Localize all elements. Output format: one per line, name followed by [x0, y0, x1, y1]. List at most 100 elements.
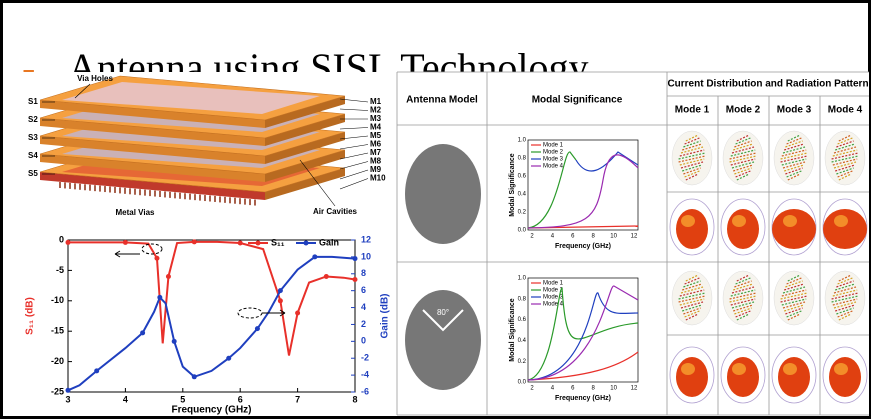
x-tick-label: 7: [295, 394, 300, 404]
mini-y-tick: 0.6: [518, 317, 527, 323]
pattern-highlight: [834, 215, 848, 227]
pattern-highlight: [681, 215, 695, 227]
current-arrow: [838, 274, 852, 282]
mode-header: Mode 4: [828, 105, 863, 116]
group-header: Current Distribution and Radiation Patte…: [667, 79, 868, 90]
pattern-ring: [771, 198, 817, 256]
column-header: Antenna Model: [406, 95, 478, 106]
current-outline: [722, 130, 764, 186]
mini-legend-label: Mode 2: [543, 288, 564, 294]
current-arrow: [786, 137, 802, 145]
current-arrow: [683, 140, 701, 148]
x-tick-label: 4: [123, 394, 128, 404]
point: [312, 254, 318, 260]
current-arrow: [787, 313, 801, 321]
y2-tick-label: 6: [361, 285, 366, 295]
current-arrow: [736, 134, 750, 142]
current-arrow: [685, 134, 699, 142]
mini-x-tick: 12: [631, 386, 638, 392]
mini-x-tick: 8: [592, 386, 596, 392]
pattern-lobe: [676, 357, 708, 397]
current-arrow: [781, 298, 807, 306]
current-arrow: [780, 292, 808, 300]
pattern-highlight: [834, 363, 848, 375]
current-arrow: [680, 161, 704, 169]
pattern-lobe: [829, 357, 861, 397]
current-arrow: [787, 274, 801, 282]
current-arrow: [782, 286, 806, 294]
point: [154, 255, 160, 261]
current-arrow: [683, 307, 701, 315]
pattern-highlight: [783, 363, 797, 375]
current-arrow: [730, 149, 756, 157]
mini-x-tick: 2: [530, 234, 534, 240]
pattern-highlight: [732, 215, 746, 227]
current-arrow: [735, 310, 751, 318]
leader: [339, 144, 369, 150]
pattern-lobe: [823, 209, 867, 249]
pattern-lobe: [772, 209, 816, 249]
y2-axis-label: Gain (dB): [380, 294, 391, 339]
layer-side: [265, 132, 345, 164]
metal-label: M4: [370, 123, 382, 132]
current-arrow: [837, 310, 853, 318]
current-arrow: [837, 277, 853, 285]
current-arrow: [683, 167, 701, 175]
mini-x-tick: 10: [610, 234, 617, 240]
leader: [339, 169, 369, 180]
y2-tick-label: -4: [361, 369, 369, 379]
pattern-ring: [822, 198, 868, 256]
layer-side: [265, 168, 345, 200]
current-arrow: [735, 277, 751, 285]
mini-y-tick: 0.8: [518, 296, 527, 302]
current-arrow: [734, 140, 752, 148]
current-arrow: [833, 161, 857, 169]
point: [226, 355, 232, 361]
layer-front: [40, 136, 265, 164]
leader: [339, 98, 369, 103]
current-arrow: [836, 280, 854, 288]
current-arrow: [836, 167, 854, 175]
metal-label: M3: [370, 114, 382, 123]
current-arrow: [785, 307, 803, 315]
current-arrow: [785, 140, 803, 148]
current-arrow: [684, 170, 700, 178]
point: [191, 374, 197, 380]
mode-header: Mode 1: [675, 105, 710, 116]
angle-label: 80°: [437, 308, 449, 317]
mini-x-tick: 12: [631, 234, 638, 240]
metal-label: M7: [370, 148, 382, 157]
mini-x-tick: 10: [610, 386, 617, 392]
current-arrow: [780, 295, 808, 303]
leader: [339, 161, 369, 170]
point: [323, 273, 329, 279]
current-arrow: [678, 292, 706, 300]
y2-tick-label: 10: [361, 251, 371, 261]
x-tick-label: 8: [352, 394, 357, 404]
leader: [74, 83, 91, 99]
metal-label: M1: [370, 97, 382, 106]
legend-marker: [255, 240, 261, 246]
current-arrow: [679, 289, 705, 297]
current-arrow: [735, 170, 751, 178]
mini-x-tick: 2: [530, 386, 534, 392]
mini-curve: [575, 151, 639, 172]
current-arrow: [735, 137, 751, 145]
current-arrow: [678, 152, 706, 160]
current-arrow: [831, 152, 859, 160]
current-arrow: [730, 158, 756, 166]
current-arrow: [680, 146, 704, 154]
y-tick-label: -15: [51, 326, 64, 336]
pattern-lobe: [778, 357, 810, 397]
y2-tick-label: -6: [361, 386, 369, 396]
metal-label: M10: [370, 174, 386, 183]
current-arrow: [833, 301, 857, 309]
current-arrow: [731, 286, 755, 294]
x-axis-label: Frequency (GHz): [171, 405, 251, 416]
metal-label: M2: [370, 106, 382, 115]
y2-tick-label: -2: [361, 353, 369, 363]
point: [254, 326, 260, 332]
leader: [299, 159, 336, 207]
current-arrow: [833, 286, 857, 294]
current-arrow: [837, 170, 853, 178]
